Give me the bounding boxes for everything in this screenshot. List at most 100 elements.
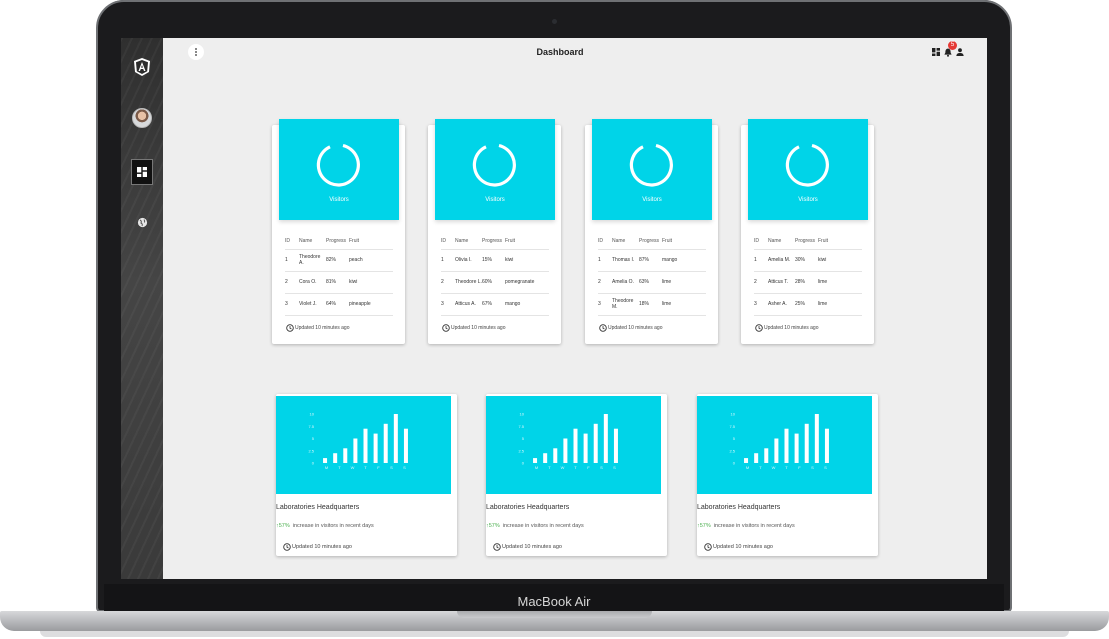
x-tick-label: T bbox=[548, 465, 551, 470]
table-row: 2 Cora O. 81% kiwi bbox=[285, 271, 393, 294]
chart-card: 0 2.5 5 7.5 10 M T W T F S S Laboratories Headquart… bbox=[486, 394, 667, 556]
clock-icon bbox=[599, 324, 607, 332]
y-tick-label: 5 bbox=[522, 436, 525, 441]
chart-bar bbox=[583, 433, 588, 463]
column-header: Progress bbox=[482, 233, 505, 250]
chart-bar bbox=[603, 414, 608, 463]
bar-chart: 0 2.5 5 7.5 10 M T W T F S S bbox=[729, 412, 829, 470]
chart-bar bbox=[533, 458, 538, 463]
column-header: Fruit bbox=[662, 233, 706, 250]
chart-bar bbox=[553, 448, 558, 463]
table-cell: Theodore L. bbox=[455, 271, 482, 294]
menu-button[interactable] bbox=[188, 44, 204, 60]
x-tick-label: S bbox=[600, 465, 603, 470]
clock-icon bbox=[493, 543, 501, 551]
table-cell: 30% bbox=[795, 249, 818, 272]
clock-icon bbox=[286, 324, 294, 332]
sidebar-item-dashboard[interactable] bbox=[131, 159, 153, 185]
column-header: Progress bbox=[326, 233, 349, 250]
visitors-card: Visitors ID Name Progress Fruit 1 Amelia … bbox=[741, 119, 874, 344]
table-cell: 2 bbox=[441, 271, 455, 294]
table-cell: lime bbox=[662, 271, 706, 294]
card-footer: Updated 10 minutes ago bbox=[599, 324, 662, 332]
more-vert-icon bbox=[195, 48, 197, 56]
column-header: Fruit bbox=[349, 233, 393, 250]
top-bar: Dashboard 5 bbox=[163, 38, 987, 68]
table-row: 1 Thomas I. 87% mango bbox=[598, 249, 706, 272]
arrow-up-icon: ↑ bbox=[276, 523, 279, 529]
chart-bar bbox=[363, 428, 368, 463]
stat-value: 57% bbox=[699, 523, 711, 529]
column-header: ID bbox=[754, 233, 768, 250]
angular-logo-icon[interactable] bbox=[134, 58, 150, 76]
table-row: 2 Theodore L. 60% pomegranate bbox=[441, 271, 549, 294]
column-header: Fruit bbox=[818, 233, 862, 250]
table-cell: 63% bbox=[639, 271, 662, 294]
chart-header: 0 2.5 5 7.5 10 M T W T F S S bbox=[276, 396, 451, 494]
table-cell: 1 bbox=[441, 249, 455, 272]
avatar[interactable] bbox=[132, 108, 152, 128]
updated-text: Updated 10 minutes ago bbox=[292, 544, 352, 550]
stat-value: 57% bbox=[278, 523, 290, 529]
x-tick-label: S bbox=[613, 465, 616, 470]
visitors-card: Visitors ID Name Progress Fruit 1 Theodor… bbox=[272, 119, 405, 344]
updated-text: Updated 10 minutes ago bbox=[451, 325, 506, 331]
x-tick-label: S bbox=[403, 465, 406, 470]
chart-bar bbox=[563, 438, 568, 463]
table-header-row: ID Name Progress Fruit bbox=[441, 233, 549, 250]
table-cell: Theodore A. bbox=[299, 249, 326, 272]
visitors-table: ID Name Progress Fruit 1 Olivia I. 15% kiwi… bbox=[441, 233, 549, 316]
y-tick-label: 7.5 bbox=[729, 424, 735, 429]
table-cell: 67% bbox=[482, 293, 505, 316]
table-cell: lime bbox=[818, 293, 862, 316]
y-tick-label: 0 bbox=[733, 461, 736, 466]
table-cell: Olivia I. bbox=[455, 249, 482, 272]
x-tick-label: F bbox=[377, 465, 380, 470]
clock-icon bbox=[283, 543, 291, 551]
column-header: Progress bbox=[795, 233, 818, 250]
table-cell: 60% bbox=[482, 271, 505, 294]
x-tick-label: T bbox=[364, 465, 367, 470]
table-cell: Amelia M. bbox=[768, 249, 795, 272]
clock-icon bbox=[704, 543, 712, 551]
table-cell: Amelia O. bbox=[612, 271, 639, 294]
table-cell: peach bbox=[349, 249, 393, 272]
notifications-button[interactable]: 5 bbox=[942, 41, 957, 58]
card-footer: Updated 10 minutes ago bbox=[283, 543, 352, 551]
table-cell: 87% bbox=[639, 249, 662, 272]
table-cell: 3 bbox=[754, 293, 768, 316]
account-button[interactable] bbox=[954, 46, 966, 58]
sidebar-item-globe[interactable] bbox=[131, 211, 153, 233]
y-tick-label: 0 bbox=[522, 461, 525, 466]
updated-text: Updated 10 minutes ago bbox=[713, 544, 773, 550]
progress-ring-icon bbox=[629, 143, 673, 187]
table-cell: 15% bbox=[482, 249, 505, 272]
y-tick-label: 2.5 bbox=[729, 448, 735, 453]
chart-bar bbox=[593, 423, 598, 463]
chart-header: 0 2.5 5 7.5 10 M T W T F S S bbox=[486, 396, 661, 494]
y-tick-label: 2.5 bbox=[518, 448, 524, 453]
chart-bar bbox=[393, 414, 398, 463]
table-cell: pomegranate bbox=[505, 271, 549, 294]
y-tick-label: 10 bbox=[310, 412, 315, 417]
y-tick-label: 5 bbox=[733, 436, 736, 441]
clock-icon bbox=[442, 324, 450, 332]
table-cell: 2 bbox=[598, 271, 612, 294]
table-cell: Thomas I. bbox=[612, 249, 639, 272]
table-cell: kiwi bbox=[505, 249, 549, 272]
table-cell: 81% bbox=[326, 271, 349, 294]
card-label: Visitors bbox=[642, 197, 662, 203]
laptop-shadow bbox=[40, 631, 1069, 637]
chart-bar bbox=[764, 448, 769, 463]
table-cell: 2 bbox=[754, 271, 768, 294]
x-tick-label: W bbox=[561, 465, 565, 470]
y-tick-label: 10 bbox=[731, 412, 736, 417]
dashboard-button[interactable] bbox=[930, 46, 942, 58]
chart-bar bbox=[804, 423, 809, 463]
table-row: 1 Amelia M. 30% kiwi bbox=[754, 249, 862, 272]
x-tick-label: M bbox=[746, 465, 749, 470]
bar-chart: 0 2.5 5 7.5 10 M T W T F S S bbox=[518, 412, 618, 470]
card-label: Visitors bbox=[485, 197, 505, 203]
table-cell: kiwi bbox=[818, 249, 862, 272]
x-tick-label: M bbox=[325, 465, 328, 470]
